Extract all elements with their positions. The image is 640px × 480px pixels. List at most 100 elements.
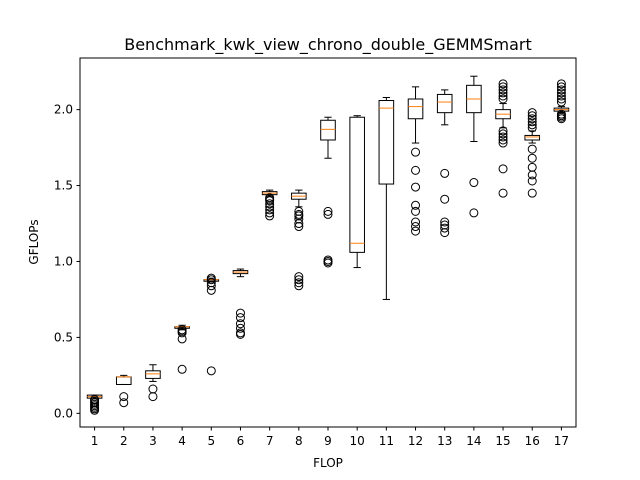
flier-point bbox=[527, 162, 537, 172]
flier-point bbox=[411, 182, 421, 192]
flier-point bbox=[411, 200, 421, 210]
flier-point bbox=[294, 272, 304, 282]
flier-point bbox=[498, 82, 508, 92]
box-iqr bbox=[115, 376, 132, 385]
flier-point bbox=[177, 364, 187, 374]
flier-point bbox=[498, 85, 508, 95]
box-group-17 bbox=[553, 79, 570, 124]
flier-point bbox=[498, 79, 508, 89]
box-group-3 bbox=[145, 364, 161, 402]
flier-point bbox=[527, 188, 537, 198]
box-group-12 bbox=[407, 86, 424, 236]
flier-point bbox=[527, 114, 537, 124]
flier-point bbox=[265, 205, 275, 215]
flier-point bbox=[119, 398, 129, 408]
box-group-11 bbox=[378, 96, 395, 300]
flier-point bbox=[556, 94, 566, 104]
flier-point bbox=[556, 109, 566, 119]
flier-point bbox=[294, 281, 304, 291]
x-axis-label: FLOP bbox=[313, 456, 343, 470]
flier-point bbox=[206, 285, 216, 295]
x-tick-label: 10 bbox=[350, 434, 365, 448]
flier-point bbox=[498, 129, 508, 139]
flier-point bbox=[265, 193, 275, 203]
flier-point bbox=[527, 176, 537, 186]
box-iqr bbox=[436, 93, 453, 114]
box-group-6 bbox=[232, 268, 249, 339]
x-tick-label: 8 bbox=[295, 434, 303, 448]
x-tick-label: 16 bbox=[525, 434, 540, 448]
box-group-13 bbox=[436, 89, 453, 238]
box-group-5 bbox=[203, 273, 220, 376]
flier-point bbox=[498, 94, 508, 104]
x-tick-label: 3 bbox=[149, 434, 157, 448]
flier-point bbox=[294, 275, 304, 285]
box-iqr bbox=[407, 98, 424, 120]
flier-point bbox=[294, 209, 304, 219]
plot-frame bbox=[79, 57, 577, 428]
x-tick-label: 13 bbox=[437, 434, 452, 448]
x-tick-label: 6 bbox=[237, 434, 245, 448]
flier-point bbox=[177, 325, 187, 335]
x-tick-label: 15 bbox=[495, 434, 510, 448]
flier-point bbox=[469, 208, 479, 218]
flier-point bbox=[323, 209, 333, 219]
box-group-9 bbox=[320, 116, 336, 268]
flier-point bbox=[235, 308, 245, 318]
box-group-7 bbox=[261, 189, 278, 221]
flier-point bbox=[235, 313, 245, 323]
flier-point bbox=[556, 91, 566, 101]
x-tick-label: 11 bbox=[379, 434, 394, 448]
y-tick-label: 1.5 bbox=[54, 179, 73, 193]
flier-point bbox=[294, 278, 304, 288]
flier-point bbox=[411, 222, 421, 232]
flier-point bbox=[498, 188, 508, 198]
flier-point bbox=[498, 164, 508, 174]
x-tick-label: 14 bbox=[466, 434, 481, 448]
flier-point bbox=[527, 111, 537, 121]
flier-point bbox=[556, 97, 566, 107]
flier-point bbox=[323, 255, 333, 265]
flier-point bbox=[498, 88, 508, 98]
flier-point bbox=[527, 117, 537, 127]
flier-point bbox=[206, 273, 216, 283]
box-group-15 bbox=[495, 79, 511, 198]
flier-point bbox=[527, 120, 537, 130]
flier-point bbox=[556, 85, 566, 95]
box-iqr bbox=[320, 119, 336, 141]
flier-point bbox=[206, 366, 216, 376]
flier-point bbox=[411, 165, 421, 175]
box-group-16 bbox=[524, 108, 541, 198]
x-tick-label: 5 bbox=[207, 434, 215, 448]
flier-point bbox=[235, 319, 245, 329]
y-axis-ticks: 0.0 0.5 1.0 1.5 2.0 bbox=[54, 103, 80, 420]
box-iqr bbox=[378, 100, 395, 185]
flier-point bbox=[527, 123, 537, 133]
flier-point bbox=[411, 217, 421, 227]
flier-point bbox=[440, 220, 450, 230]
flier-point bbox=[498, 135, 508, 145]
flier-point bbox=[411, 147, 421, 157]
flier-point bbox=[119, 392, 129, 402]
flier-point bbox=[440, 228, 450, 238]
flier-point bbox=[440, 223, 450, 233]
flier-point bbox=[90, 395, 100, 405]
flier-point bbox=[265, 199, 275, 209]
flier-point bbox=[527, 144, 537, 154]
box-group-4 bbox=[174, 324, 190, 374]
flier-point bbox=[527, 108, 537, 118]
box-group-10 bbox=[349, 115, 365, 269]
flier-point bbox=[411, 226, 421, 236]
x-tick-label: 7 bbox=[266, 434, 274, 448]
flier-point bbox=[265, 211, 275, 221]
x-tick-label: 17 bbox=[554, 434, 569, 448]
box-group-1 bbox=[86, 394, 103, 415]
flier-point bbox=[265, 208, 275, 218]
box-group-8 bbox=[291, 189, 307, 291]
box-iqr bbox=[349, 116, 365, 253]
flier-point bbox=[469, 178, 479, 188]
flier-point bbox=[527, 153, 537, 163]
x-tick-label: 4 bbox=[178, 434, 186, 448]
flier-point bbox=[323, 206, 333, 216]
